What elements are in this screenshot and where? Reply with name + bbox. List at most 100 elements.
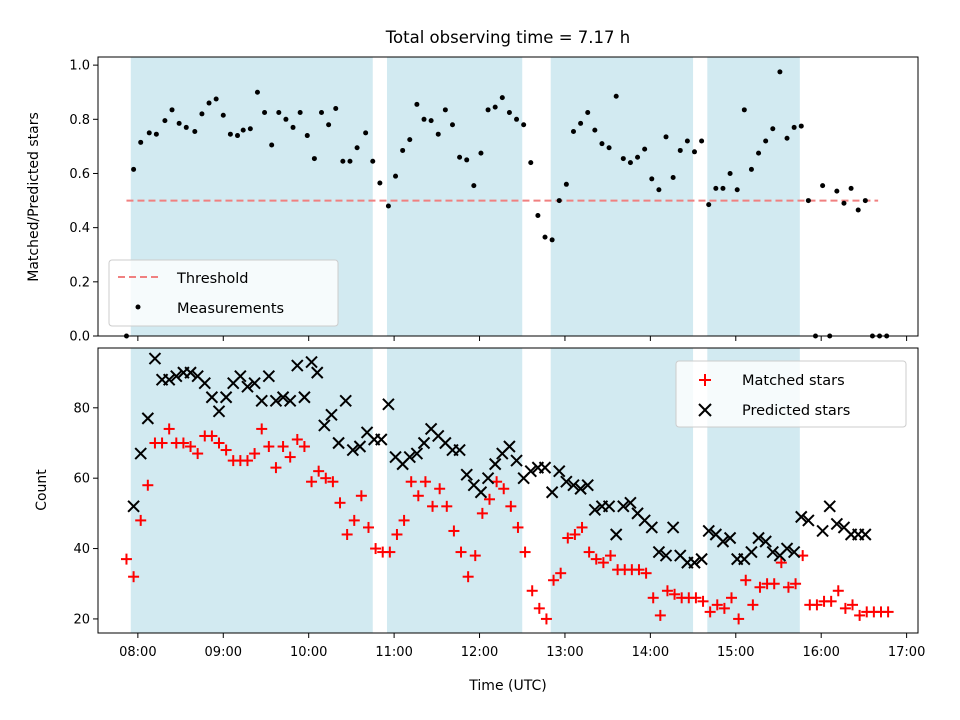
predicted-star-point [291,359,304,372]
measurement-point [627,160,633,166]
measurement-point [370,158,376,164]
measurement-point [464,157,470,163]
measurement-point [805,198,811,204]
measurement-point [340,158,346,164]
predicted-star-point [745,545,758,559]
measurement-point [756,150,762,156]
predicted-star-point [752,531,765,545]
matched-star-point [241,455,253,467]
matched-star-point [661,585,673,597]
predicted-star-point [269,394,283,407]
x-tick-label: 09:00 [205,645,242,660]
measurement-point [791,124,797,130]
x-tick-label: 08:00 [119,645,156,660]
matched-star-point [355,490,367,502]
predicted-star-point [795,510,808,524]
measurement-point [820,183,826,189]
y-tick-label: 20 [73,612,90,627]
observing-window-band [130,348,373,633]
predicted-star-point [766,545,779,559]
matched-star-point [448,525,460,537]
measurement-point [407,137,413,143]
matched-star-point [220,444,232,456]
matched-star-point [405,476,417,488]
x-tick-label: 10:00 [290,645,327,660]
measurement-point [499,95,505,101]
measurement-point [162,118,168,124]
y-tick-label: 0.4 [69,221,90,236]
count-axes-frame [97,347,919,634]
predicted-star-point [375,433,388,446]
measurement-point [670,175,676,181]
predicted-star-point [141,412,155,425]
measurement-point [235,133,241,139]
x-tick-label: 16:00 [802,645,839,660]
measurement-point [599,141,605,147]
predicted-star-point [553,464,566,478]
measurement-point [176,120,182,126]
predicted-star-point [545,486,559,499]
predicted-star-point [460,468,473,481]
matched-star-point [790,578,802,590]
measurement-point [677,147,683,153]
matched-star-point [733,613,745,625]
measurement-point [297,110,303,116]
measurement-point [620,156,626,162]
measurement-point [220,112,226,118]
matched-star-point [249,448,261,460]
measurement-point [613,93,619,99]
legend-matched-swatch [699,374,711,386]
x-tick-label: 11:00 [375,645,412,660]
matched-star-point [704,606,716,618]
predicted-star-point [325,408,338,422]
predicted-stars-points [127,352,872,569]
matched-star-point [576,521,588,533]
measurement-point [269,142,275,148]
ratio-panel: 0.0 0.2 0.4 0.6 0.8 1.0 Matched/Predicted sta… [26,56,919,345]
legend-predicted-swatch [698,403,712,417]
measurement-point [549,237,555,243]
observing-window-band [550,348,694,633]
measurement-point [290,124,296,130]
measurement-point [855,207,861,213]
matched-star-point [291,433,303,445]
observing-window-band [386,57,523,336]
matched-star-point [206,430,218,442]
predicted-star-point [353,440,367,453]
observing-window-band [707,57,800,336]
matched-star-point [462,571,474,583]
matched-star-point [498,483,510,495]
measurement-point [319,110,325,116]
predicted-star-point [602,500,616,513]
matched-star-point [362,521,374,533]
measurement-point [363,130,369,136]
measurement-point [642,146,648,152]
predicted-star-point [488,457,502,471]
matched-star-point [306,476,318,488]
matched-star-point [398,514,410,526]
predicted-star-point [417,436,431,450]
matched-star-point [384,546,396,558]
matched-star-point [505,500,517,512]
matched-star-point [633,564,645,576]
predicted-star-point [780,542,794,555]
predicted-star-point [830,517,844,531]
x-tick-label: 15:00 [717,645,754,660]
matched-star-point [391,528,403,540]
legend-threshold-label: Threshold [176,271,248,287]
legend-matched-label: Matched stars [742,373,845,389]
matched-star-point [213,437,225,449]
predicted-star-point [787,545,801,559]
measurement-point [727,170,733,176]
matched-star-point [327,476,339,488]
y-tick-label: 80 [73,401,90,416]
measurement-point [691,149,697,155]
predicted-star-point [346,443,360,457]
measurement-point [227,131,233,137]
matched-star-point [597,557,609,569]
matched-star-point [854,609,866,621]
predicted-star-point [538,461,552,474]
matched-star-point [441,500,453,512]
predicted-star-point [524,464,537,478]
y-tick-label: 0.2 [69,275,90,290]
